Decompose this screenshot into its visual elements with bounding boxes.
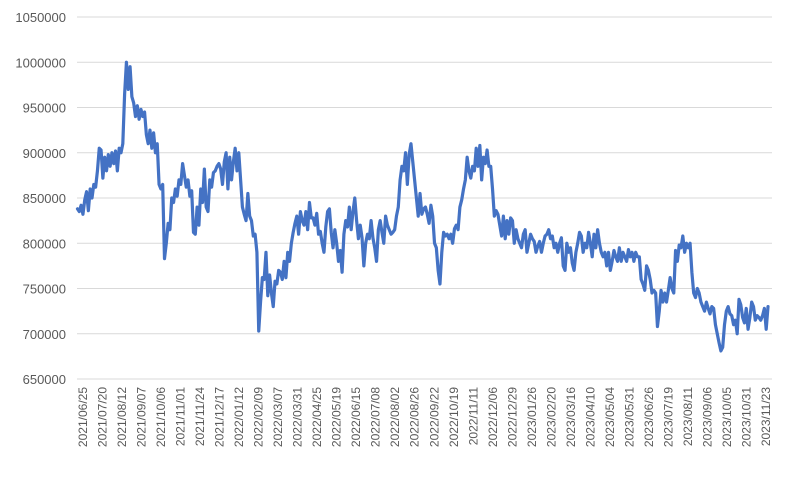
x-tick-label: 2022/12/06 <box>486 387 500 447</box>
x-tick-label: 2022/08/02 <box>388 387 402 447</box>
x-tick-label: 2023/05/04 <box>603 387 617 447</box>
series-line <box>75 60 770 353</box>
x-tick-label: 2022/09/22 <box>427 387 441 447</box>
x-tick-label: 2021/07/20 <box>96 387 110 447</box>
x-tick-label: 2022/03/31 <box>291 387 305 447</box>
x-tick-label: 2021/11/24 <box>193 387 207 446</box>
x-tick-label: 2023/06/26 <box>642 387 656 447</box>
x-tick-label: 2023/10/31 <box>739 387 753 447</box>
x-tick-label: 2023/03/16 <box>564 387 578 447</box>
x-tick-label: 2023/07/19 <box>661 387 675 447</box>
x-tick-label: 2023/10/05 <box>720 387 734 447</box>
x-tick-label: 2023/01/26 <box>525 387 539 447</box>
y-tick-label: 950000 <box>23 101 66 116</box>
x-tick-label: 2022/08/26 <box>408 387 422 447</box>
x-tick-label: 2022/05/19 <box>330 387 344 447</box>
y-tick-label: 1050000 <box>15 10 66 25</box>
x-tick-label: 2023/11/23 <box>759 387 773 446</box>
series-layer <box>75 60 770 353</box>
x-tick-label: 2022/12/29 <box>505 387 519 447</box>
x-tick-label: 2022/02/09 <box>252 387 266 447</box>
y-tick-label: 850000 <box>23 191 66 206</box>
x-tick-label: 2021/09/07 <box>135 387 149 447</box>
x-axis-tick-labels: 2021/06/25 2021/07/20 2021/08/12 2021/09/07… <box>76 387 773 447</box>
x-tick-label: 2021/10/06 <box>154 387 168 447</box>
x-tick-label: 2022/10/19 <box>447 387 461 447</box>
y-axis-tick-labels: 650000 700000 750000 800000 850000 900000 9500… <box>15 10 66 387</box>
x-tick-label: 2023/02/20 <box>544 387 558 447</box>
y-tick-label: 800000 <box>23 236 66 251</box>
x-tick-label: 2022/04/25 <box>310 387 324 447</box>
x-tick-label: 2022/07/08 <box>369 387 383 447</box>
x-tick-label: 2023/08/11 <box>681 387 695 446</box>
x-tick-label: 2022/01/12 <box>232 387 246 447</box>
x-tick-label: 2023/04/10 <box>583 387 597 447</box>
y-tick-label: 1000000 <box>15 55 66 70</box>
y-tick-label: 900000 <box>23 146 66 161</box>
x-tick-label: 2022/06/15 <box>349 387 363 447</box>
x-tick-label: 2021/11/01 <box>174 387 188 446</box>
x-tick-label: 2021/12/17 <box>213 387 227 447</box>
x-tick-label: 2023/05/31 <box>622 387 636 447</box>
x-tick-label: 2022/03/07 <box>271 387 285 447</box>
x-tick-label: 2021/06/25 <box>76 387 90 447</box>
y-tick-label: 650000 <box>23 372 66 387</box>
x-tick-label: 2023/09/06 <box>700 387 714 447</box>
y-tick-label: 700000 <box>23 327 66 342</box>
x-tick-label: 2021/08/12 <box>115 387 129 447</box>
x-tick-label: 2022/11/11 <box>466 387 480 446</box>
y-tick-label: 750000 <box>23 282 66 297</box>
gridlines <box>77 16 772 380</box>
